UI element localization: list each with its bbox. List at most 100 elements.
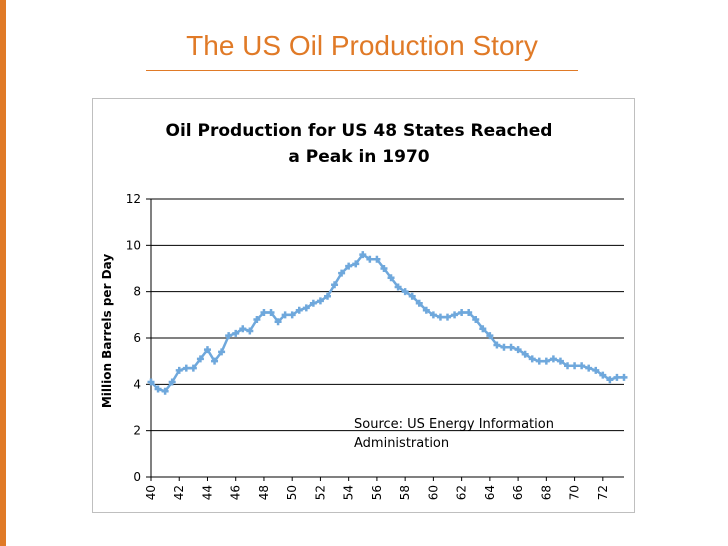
- data-point-2001: [578, 362, 586, 370]
- data-point-1979: [422, 306, 430, 314]
- data-point-2002: [585, 364, 593, 372]
- data-point-1981: [436, 313, 444, 321]
- data-point-1956: [260, 309, 268, 317]
- y-tick-label-0: 0: [133, 470, 141, 484]
- data-point-2006: [613, 373, 621, 381]
- data-point-1959: [281, 311, 289, 319]
- data-point-1968: [345, 262, 353, 270]
- data-point-1982: [444, 313, 452, 321]
- data-point-1958: [274, 318, 282, 326]
- oil-production-chart: Oil Production for US 48 States Reached …: [100, 121, 628, 500]
- data-point-1990: [500, 343, 508, 351]
- data-point-1967: [338, 269, 346, 277]
- data-point-1955: [253, 315, 261, 323]
- x-tick-label-1992: 66: [511, 485, 525, 500]
- data-point-1963: [309, 299, 317, 307]
- data-point-1965: [323, 292, 331, 300]
- data-point-1960: [288, 311, 296, 319]
- data-point-2005: [606, 376, 614, 384]
- data-point-1972: [373, 255, 381, 263]
- data-point-1945: [182, 364, 190, 372]
- data-point-1944: [175, 366, 183, 374]
- source-annotation-line-2: Administration: [354, 436, 449, 451]
- x-tick-label-1948: 44: [200, 485, 214, 500]
- x-tick-label-1964: 52: [313, 485, 327, 500]
- chart-frame: Oil Production for US 48 States Reached …: [92, 98, 635, 513]
- accent-bar: [0, 0, 6, 546]
- data-point-1976: [401, 288, 409, 296]
- data-point-1971: [366, 255, 374, 263]
- data-point-2003: [592, 366, 600, 374]
- data-point-1996: [542, 357, 550, 365]
- x-tick-label-2000: 70: [568, 485, 582, 500]
- data-point-1987: [479, 325, 487, 333]
- data-point-1977: [408, 292, 416, 300]
- y-axis-label: Million Barrels per Day: [100, 254, 114, 409]
- y-tick-label-10: 10: [126, 238, 141, 252]
- data-point-1986: [472, 315, 480, 323]
- data-point-1947: [196, 355, 204, 363]
- data-point-1954: [246, 327, 254, 335]
- chart-title-line-1: Oil Production for US 48 States Reached: [166, 121, 553, 141]
- data-point-2004: [599, 371, 607, 379]
- y-tick-label-6: 6: [133, 331, 141, 345]
- data-point-1949: [211, 357, 219, 365]
- y-tick-label-12: 12: [126, 192, 141, 206]
- data-point-1999: [564, 362, 572, 370]
- data-point-1964: [316, 297, 324, 305]
- data-point-1994: [528, 355, 536, 363]
- data-point-1940: [147, 378, 155, 386]
- data-point-1992: [514, 346, 522, 354]
- data-point-1989: [493, 341, 501, 349]
- title-rule: [146, 70, 578, 71]
- data-point-1973: [380, 265, 388, 272]
- data-point-1943: [168, 378, 176, 386]
- data-point-1974: [387, 274, 395, 282]
- x-tick-label-1968: 54: [342, 485, 356, 500]
- data-point-1962: [302, 304, 310, 312]
- data-point-1942: [161, 387, 169, 395]
- data-point-1980: [429, 311, 437, 319]
- x-tick-label-1972: 56: [370, 485, 384, 500]
- data-point-1983: [451, 311, 459, 319]
- series-production: [147, 251, 628, 395]
- data-point-1950: [218, 348, 226, 356]
- data-point-1946: [189, 364, 197, 372]
- data-point-1978: [415, 299, 423, 307]
- data-point-1969: [352, 260, 360, 268]
- data-point-2000: [571, 362, 579, 370]
- y-tick-label-2: 2: [133, 424, 141, 438]
- data-point-1984: [458, 309, 466, 317]
- data-point-1998: [556, 357, 564, 365]
- slide-title: The US Oil Production Story: [186, 30, 538, 61]
- x-tick-label-1980: 60: [426, 485, 440, 500]
- series-line: [150, 253, 624, 393]
- x-tick-label-1944: 42: [172, 485, 186, 500]
- data-point-1991: [507, 343, 515, 351]
- x-tick-label-1952: 46: [229, 485, 243, 500]
- data-point-1988: [486, 332, 494, 340]
- data-point-1970: [359, 251, 367, 259]
- x-tick-label-1976: 58: [398, 485, 412, 500]
- x-tick-label-1984: 62: [455, 485, 469, 500]
- data-point-1993: [521, 350, 529, 358]
- x-tick-label-1996: 68: [539, 485, 553, 500]
- data-point-1953: [239, 325, 247, 333]
- y-tick-label-8: 8: [133, 285, 141, 299]
- data-point-1951: [225, 332, 233, 340]
- data-point-1961: [295, 306, 303, 314]
- data-point-2007: [620, 373, 628, 381]
- x-tick-label-2004: 72: [596, 485, 610, 500]
- x-tick-label-1940: 40: [144, 485, 158, 500]
- data-point-1997: [549, 355, 557, 363]
- data-point-1975: [394, 283, 402, 291]
- data-point-1957: [267, 309, 275, 317]
- source-annotation-line-1: Source: US Energy Information: [354, 417, 554, 432]
- chart-title-line-2: a Peak in 1970: [288, 147, 429, 167]
- data-point-1941: [154, 385, 162, 393]
- data-point-1952: [232, 329, 240, 337]
- data-point-1948: [203, 346, 211, 354]
- data-point-1995: [535, 357, 543, 365]
- y-tick-label-4: 4: [133, 377, 141, 391]
